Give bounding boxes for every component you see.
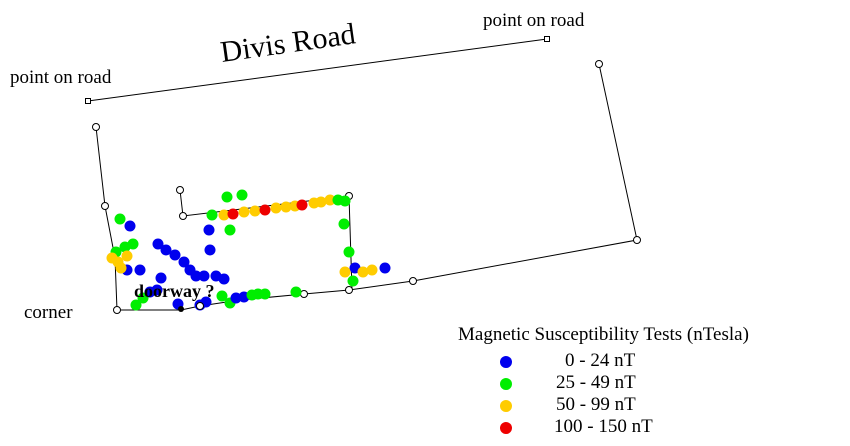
vertex-marker — [179, 212, 187, 220]
test-point — [315, 196, 327, 208]
test-point — [357, 266, 369, 278]
legend-item-label: 25 - 49 nT — [556, 372, 636, 393]
test-point — [216, 290, 228, 302]
test-point — [169, 249, 181, 261]
vertex-marker — [300, 290, 308, 298]
test-point — [366, 264, 378, 276]
road-point-left-marker — [85, 98, 91, 104]
test-point — [198, 270, 210, 282]
legend: Magnetic Susceptibility Tests (nTesla) 0… — [458, 324, 749, 437]
test-point — [130, 299, 142, 311]
test-point — [343, 246, 355, 258]
test-point — [296, 199, 308, 211]
test-point — [221, 191, 233, 203]
test-point — [203, 224, 215, 236]
test-point — [218, 209, 230, 221]
test-point — [259, 288, 271, 300]
test-point — [121, 250, 133, 262]
test-point — [238, 206, 250, 218]
test-point — [338, 218, 350, 230]
road-label: Divis Road — [218, 17, 357, 69]
vertex-marker — [595, 60, 603, 68]
test-point — [115, 262, 127, 274]
road-point-label-left: point on road — [10, 67, 112, 88]
test-points-layer — [106, 189, 391, 311]
test-point — [290, 286, 302, 298]
test-point — [151, 284, 163, 296]
test-point — [160, 244, 172, 256]
test-point — [259, 204, 271, 216]
road-point-label-right: point on road — [483, 10, 585, 31]
test-point — [134, 264, 146, 276]
test-point — [347, 275, 359, 287]
test-point — [227, 208, 239, 220]
test-point — [114, 213, 126, 225]
corner-label: corner — [24, 302, 73, 323]
doorway-label: doorway ? — [134, 281, 215, 301]
test-point — [270, 202, 282, 214]
test-point — [178, 256, 190, 268]
test-point — [124, 220, 136, 232]
vertex-marker — [345, 286, 353, 294]
vertex-marker — [633, 236, 641, 244]
legend-item-label: 50 - 99 nT — [556, 394, 636, 415]
test-point — [339, 266, 351, 278]
vertex-marker — [196, 302, 204, 310]
road-line — [87, 38, 548, 102]
test-point — [379, 262, 391, 274]
vertex-marker — [409, 277, 417, 285]
legend-swatch — [500, 356, 512, 368]
vertex-marker — [101, 202, 109, 210]
vertex-marker-filled — [178, 306, 184, 312]
test-point — [218, 273, 230, 285]
site-boundary-closing — [96, 64, 599, 127]
legend-swatch — [500, 378, 512, 390]
vertex-marker — [113, 306, 121, 314]
legend-title: Magnetic Susceptibility Tests (nTesla) — [458, 324, 749, 345]
test-point — [280, 201, 292, 213]
vertex-marker — [92, 123, 100, 131]
test-point — [339, 195, 351, 207]
test-point — [190, 270, 202, 282]
test-point — [224, 224, 236, 236]
legend-swatch — [500, 422, 512, 434]
road-point-right-marker — [544, 36, 550, 42]
test-point — [155, 272, 167, 284]
legend-swatch — [500, 400, 512, 412]
legend-item-label: 100 - 150 nT — [554, 416, 653, 437]
test-point — [127, 238, 139, 250]
test-point — [236, 189, 248, 201]
test-point — [230, 292, 242, 304]
test-point — [249, 205, 261, 217]
test-point — [204, 244, 216, 256]
test-point — [206, 209, 218, 221]
test-point — [324, 194, 336, 206]
legend-item-label: 0 - 24 nT — [565, 350, 636, 371]
test-point — [152, 238, 164, 250]
vertex-marker — [176, 186, 184, 194]
